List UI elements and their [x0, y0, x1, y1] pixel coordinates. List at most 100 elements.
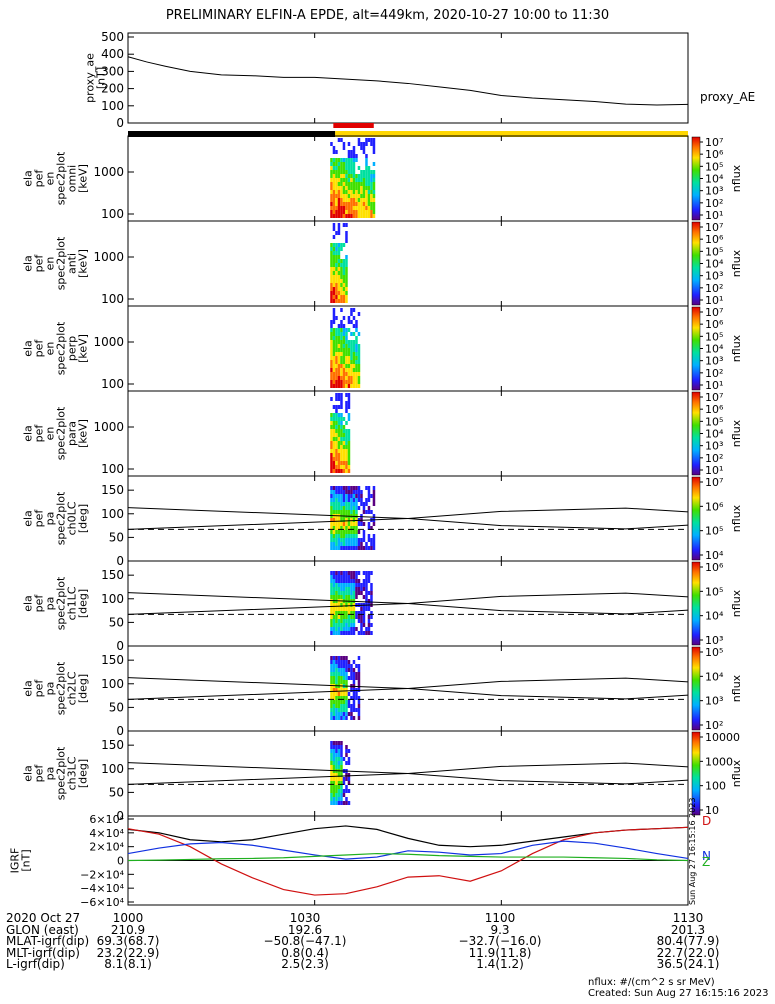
heatmap-cell: [342, 781, 346, 785]
heatmap-cell: [332, 259, 336, 263]
heatmap-cell: [345, 421, 348, 425]
heatmap-cell: [337, 753, 341, 757]
heatmap-cell: [332, 801, 336, 805]
heatmap-cell: [362, 502, 366, 506]
heatmap-cell: [370, 494, 373, 498]
heatmap-cell: [332, 320, 336, 324]
colorbar-7: [691, 646, 701, 731]
heatmap-cell: [340, 583, 343, 587]
ylabel-line: pef: [33, 509, 46, 528]
heatmap-cell: [342, 336, 346, 340]
heatmap-cell: [340, 405, 343, 409]
heatmap-cell: [355, 676, 358, 680]
heatmap-cell: [335, 344, 338, 348]
heatmap-cell: [337, 741, 341, 745]
heatmap-cell: [335, 376, 338, 380]
heatmap-cell: [367, 182, 371, 186]
ytick-label: 100: [101, 292, 124, 306]
heatmap-cell: [335, 518, 338, 522]
heatmap-cell: [360, 591, 363, 595]
heatmap-cell: [337, 611, 341, 615]
heatmap-cell: [335, 162, 338, 166]
heatmap-cell: [357, 522, 361, 526]
heatmap-cell: [332, 158, 336, 162]
heatmap-cell: [332, 247, 336, 251]
heatmap-cell: [335, 364, 338, 368]
heatmap-cell: [337, 587, 341, 591]
heatmap-cell: [350, 178, 353, 182]
heatmap-cell: [362, 631, 366, 635]
heatmap-cell: [337, 364, 341, 368]
heatmap-cell: [355, 364, 358, 368]
heatmap-cell: [337, 656, 341, 660]
heatmap-cell: [342, 676, 346, 680]
heatmap-cell: [340, 291, 343, 295]
igrf-series-blue: [127, 840, 689, 860]
ytick-label: 100: [101, 507, 124, 521]
ytick-label: 100: [101, 592, 124, 606]
heatmap-cell: [335, 753, 338, 757]
heatmap-cell: [332, 283, 336, 287]
heatmap-cell: [330, 688, 333, 692]
heatmap-cell: [332, 271, 336, 275]
heatmap-cell: [342, 453, 346, 457]
heatmap-cell: [332, 182, 336, 186]
heatmap-cell: [365, 186, 368, 190]
heatmap-cell: [352, 696, 356, 700]
heatmap-cell: [330, 591, 333, 595]
heatmap-cell: [342, 486, 346, 490]
ylabel-line: spec2plot: [55, 746, 68, 800]
heatmap-cell: [330, 490, 333, 494]
heatmap-cell: [342, 182, 346, 186]
heatmap-cell: [365, 202, 368, 206]
heatmap-cell: [335, 502, 338, 506]
heatmap-cell: [350, 587, 353, 591]
heatmap-cell: [352, 340, 356, 344]
heatmap-cell: [355, 384, 358, 388]
heatmap-cell: [335, 279, 338, 283]
heatmap-cell: [362, 619, 366, 623]
heatmap-cell: [345, 571, 348, 575]
heatmap-cell: [340, 797, 343, 801]
heatmap-cell: [335, 692, 338, 696]
heatmap-cell: [360, 631, 363, 635]
flux-units-note: nflux: #/(cm^2 s sr MeV): [588, 977, 715, 988]
heatmap-cell: [330, 773, 333, 777]
heatmap-cell: [342, 174, 346, 178]
heatmap-cell: [342, 360, 346, 364]
heatmap-cell: [342, 571, 346, 575]
heatmap-cell: [360, 202, 363, 206]
heatmap-cell: [337, 765, 341, 769]
heatmap-cell: [340, 340, 343, 344]
heatmap-cell: [340, 425, 343, 429]
ephemeris-value: 201.3: [670, 922, 706, 937]
heatmap-cell: [332, 696, 336, 700]
heatmap-cell: [335, 716, 338, 720]
heatmap-cell: [337, 619, 341, 623]
heatmap-cell: [342, 700, 346, 704]
heatmap-cell: [365, 591, 368, 595]
heatmap-cell: [347, 441, 351, 445]
heatmap-cell: [340, 619, 343, 623]
heatmap-cell: [350, 190, 353, 194]
heatmap-cell: [330, 198, 333, 202]
igrf-ytick-label: −4×10⁴: [80, 882, 124, 895]
heatmap-cell: [352, 611, 356, 615]
heatmap-cell: [350, 696, 353, 700]
heatmap-cell: [335, 251, 338, 255]
heatmap-cell: [352, 186, 356, 190]
heatmap-cell: [357, 704, 361, 708]
heatmap-cell: [330, 575, 333, 579]
heatmap-cell: [337, 801, 341, 805]
heatmap-cell: [340, 753, 343, 757]
heatmap-cell: [335, 255, 338, 259]
heatmap-cell: [335, 413, 338, 417]
heatmap-cell: [330, 595, 333, 599]
heatmap-cell: [335, 243, 338, 247]
ylabel-line: pa: [44, 767, 57, 781]
heatmap-cell: [357, 700, 361, 704]
heatmap-cell: [340, 781, 343, 785]
heatmap-cell: [330, 716, 333, 720]
heatmap-cell: [335, 591, 338, 595]
heatmap-cell: [347, 534, 351, 538]
